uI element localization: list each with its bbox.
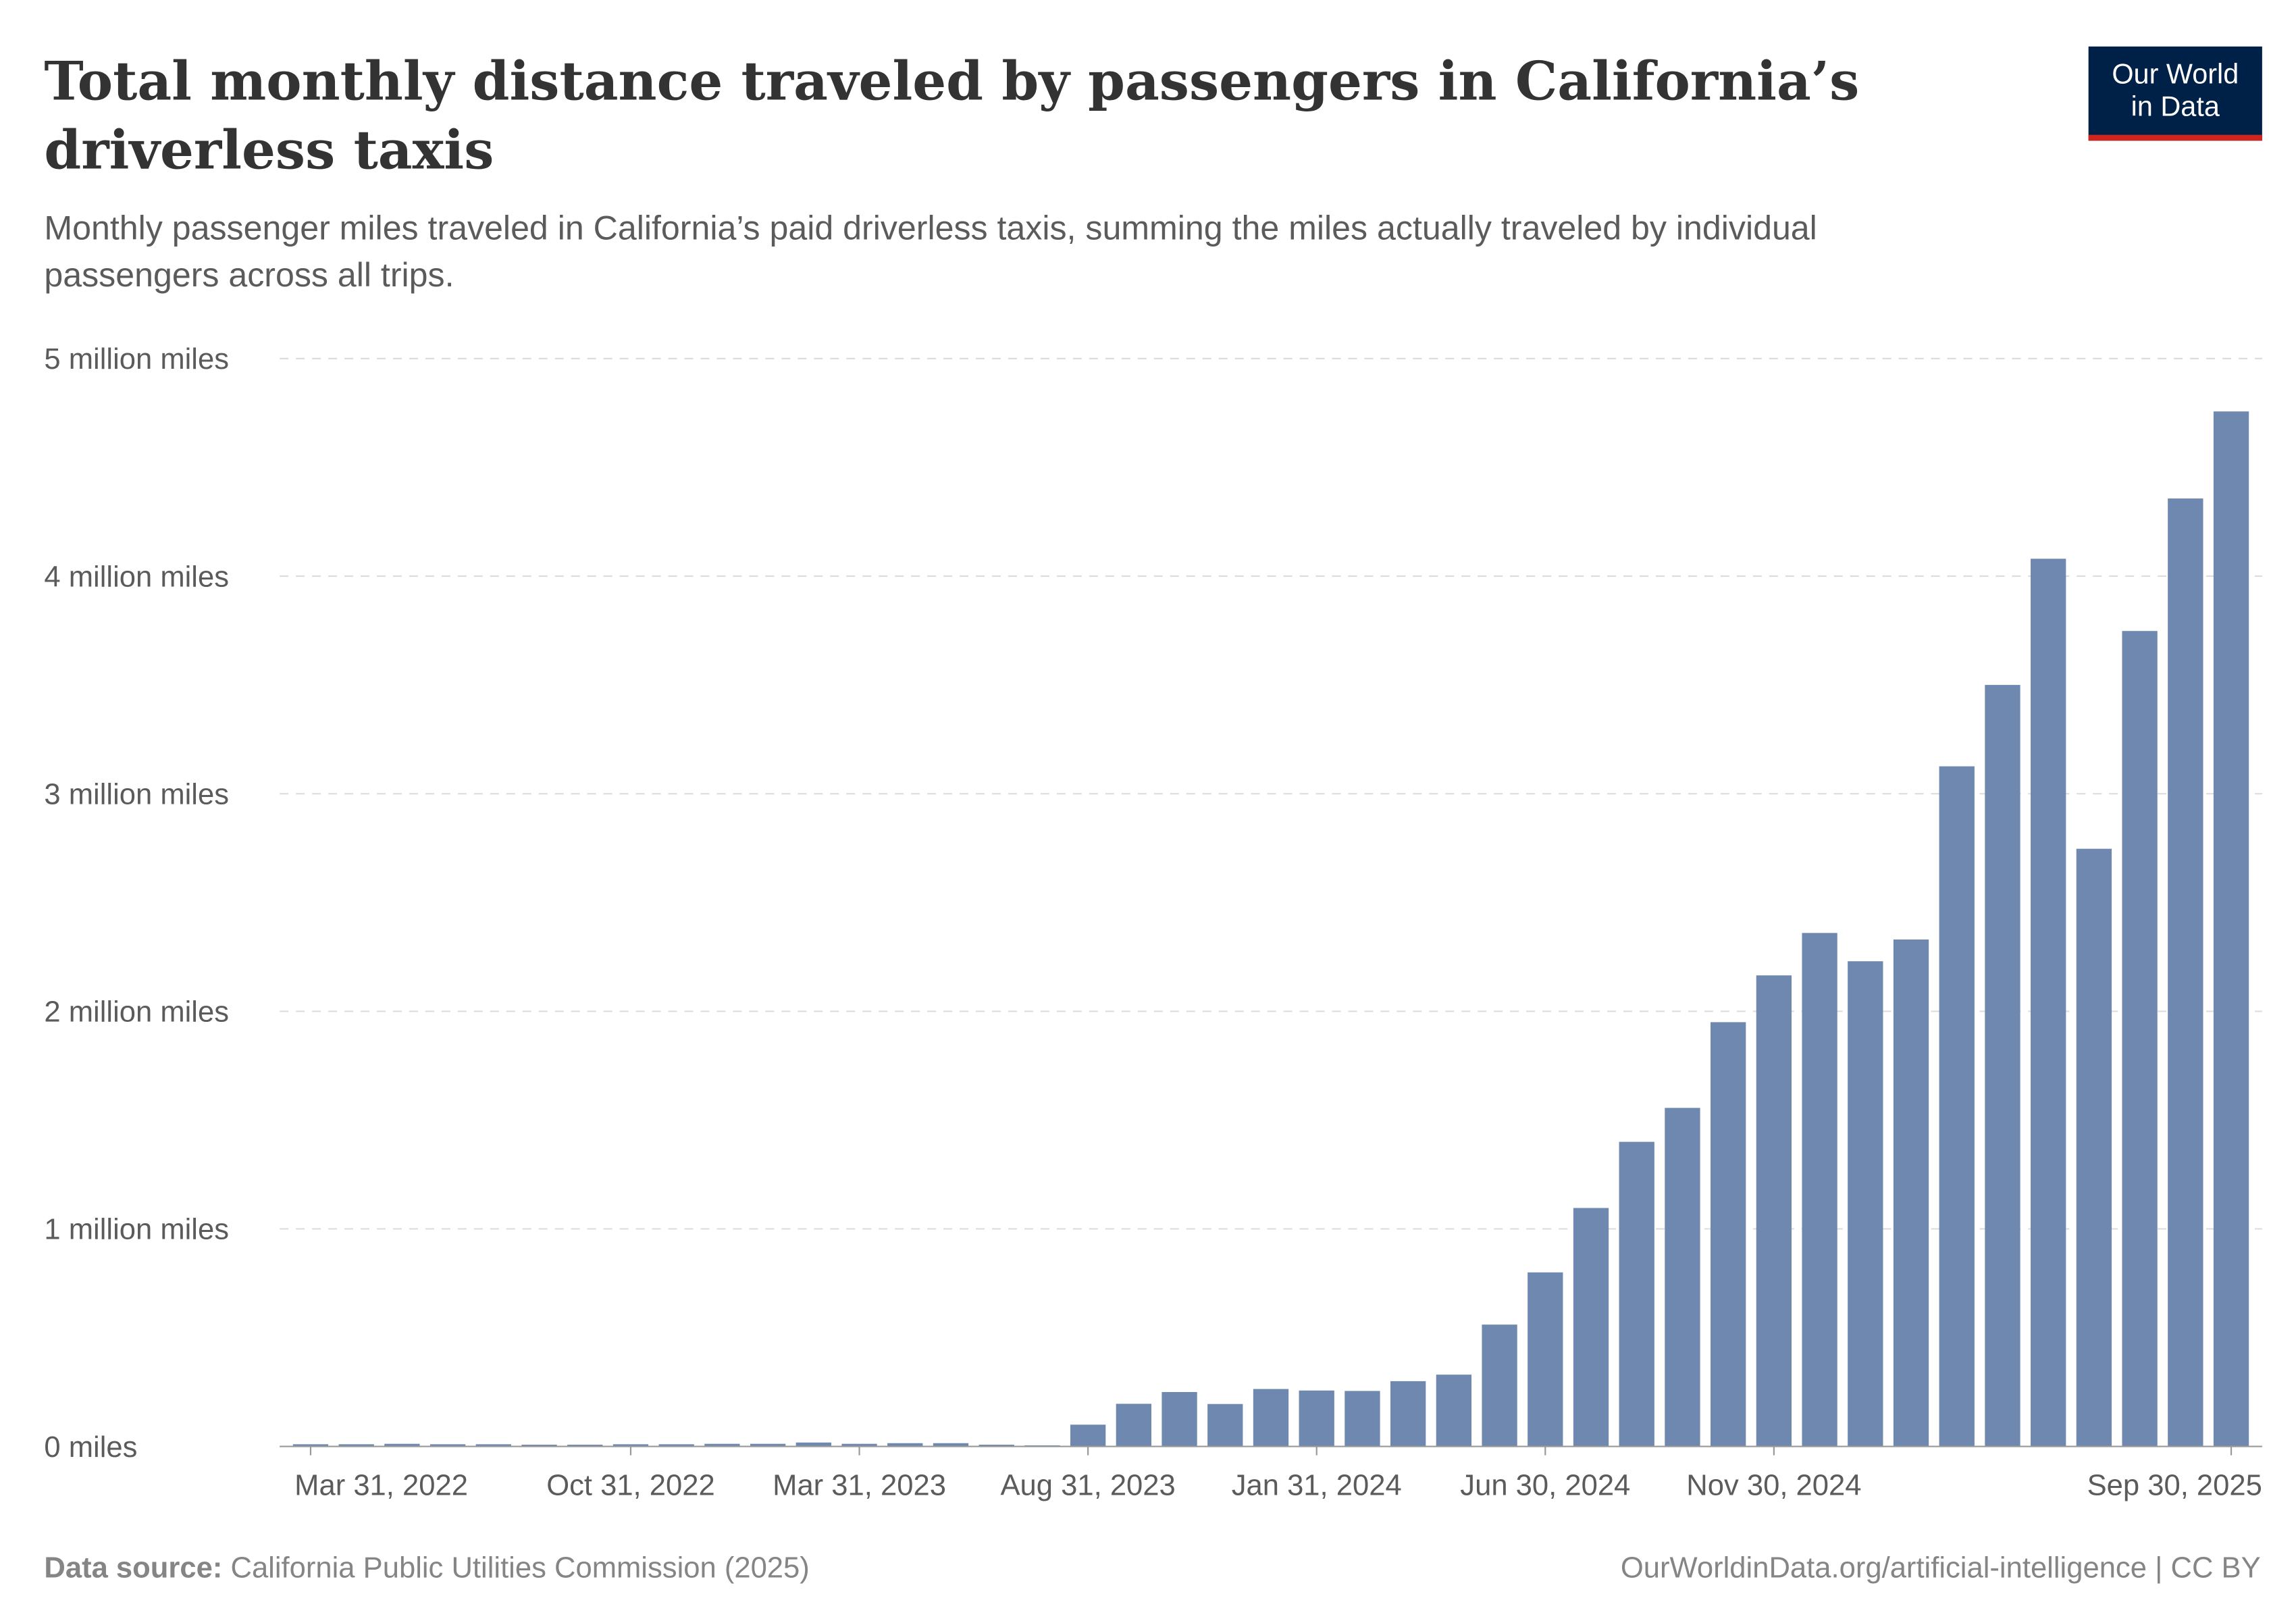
logo-box: [2088, 46, 2262, 141]
subtitle: Monthly passenger miles traveled in Cali…: [44, 209, 1817, 247]
bar: [612, 1444, 649, 1447]
subtitle: passengers across all trips.: [44, 256, 454, 294]
bar: [1756, 975, 1792, 1447]
bar: [1207, 1404, 1243, 1447]
bar: [2213, 411, 2249, 1447]
x-tick-label: Nov 30, 2024: [1686, 1469, 1861, 1501]
bar: [567, 1444, 603, 1447]
bar: [475, 1444, 511, 1447]
bar: [1162, 1392, 1197, 1447]
y-tick-label: 1 million miles: [44, 1214, 229, 1246]
x-tick-label: Jun 30, 2024: [1460, 1469, 1630, 1501]
bar: [2168, 498, 2203, 1447]
bar: [1848, 961, 1883, 1447]
x-tick-label: Mar 31, 2023: [773, 1469, 946, 1501]
bar: [1619, 1141, 1654, 1447]
bar: [795, 1442, 831, 1447]
x-tick-label: Aug 31, 2023: [1000, 1469, 1175, 1501]
bar: [1985, 685, 2020, 1447]
bar: [1939, 766, 1975, 1447]
y-tick-label: 2 million miles: [44, 996, 229, 1029]
bar: [1345, 1391, 1380, 1447]
bar: [384, 1443, 420, 1447]
bar: [1253, 1389, 1289, 1447]
chart-title: Total monthly distance traveled by passe…: [44, 49, 1859, 112]
chart-title: driverless taxis: [44, 119, 494, 182]
bar: [1482, 1324, 1517, 1447]
bar: [1528, 1272, 1563, 1447]
bar: [1665, 1108, 1700, 1447]
bar: [887, 1443, 923, 1447]
bar: [1390, 1381, 1426, 1447]
bar: [1299, 1390, 1334, 1447]
bar: [1070, 1424, 1106, 1447]
bar: [979, 1444, 1014, 1447]
bar: [2076, 848, 2112, 1447]
bar: [1116, 1404, 1152, 1447]
bar: [1711, 1022, 1746, 1447]
bar: [2031, 559, 2066, 1447]
source-label: Data source:: [44, 1552, 222, 1585]
source: Data source: California Public Utilities…: [44, 1552, 809, 1585]
credit: OurWorldinData.org/artificial-intelligen…: [1621, 1552, 2261, 1585]
bar: [750, 1443, 786, 1447]
bar: [2122, 631, 2158, 1447]
bar: [292, 1444, 329, 1447]
bar: [429, 1444, 466, 1447]
bar: [338, 1444, 374, 1447]
bar: [521, 1444, 557, 1447]
y-tick-label: 4 million miles: [44, 561, 229, 593]
source-text: California Public Utilities Commission (…: [230, 1552, 809, 1585]
x-tick-label: Jan 31, 2024: [1232, 1469, 1402, 1501]
bar: [704, 1443, 740, 1447]
bar: [658, 1444, 694, 1447]
logo-text: Our World: [2112, 58, 2239, 89]
logo-stripe: [2088, 134, 2262, 141]
bar: [1893, 939, 1929, 1447]
bar: [841, 1443, 877, 1447]
x-tick-label: Mar 31, 2022: [294, 1469, 468, 1501]
y-tick-label: 5 million miles: [44, 343, 229, 376]
bar: [1436, 1374, 1472, 1447]
x-tick-label: Sep 30, 2025: [2087, 1469, 2262, 1501]
logo-text: in Data: [2131, 91, 2220, 122]
bar: [1802, 933, 1837, 1447]
bar: [1573, 1208, 1609, 1447]
y-tick-label: 0 miles: [44, 1431, 137, 1464]
bar: [933, 1443, 969, 1447]
y-tick-label: 3 million miles: [44, 778, 229, 810]
x-tick-label: Oct 31, 2022: [546, 1469, 715, 1501]
